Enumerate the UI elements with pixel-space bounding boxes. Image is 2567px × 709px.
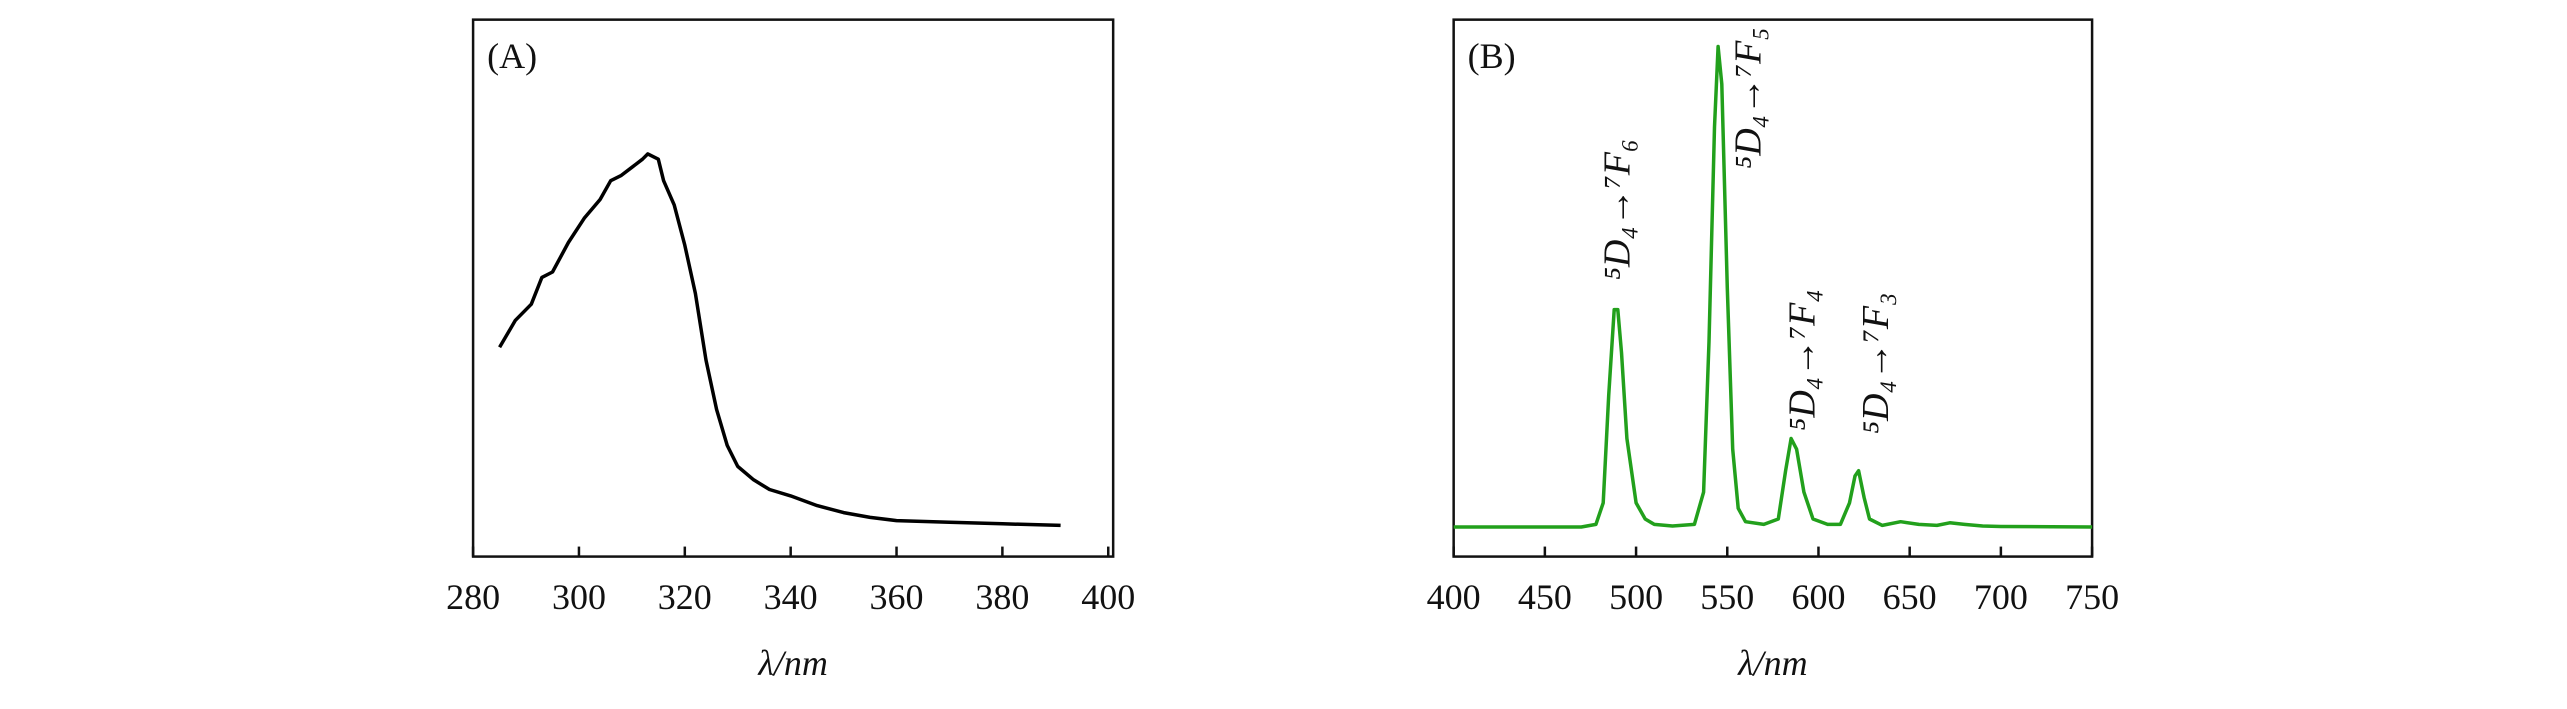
transition-label: ⁵D₄→⁷F₅	[1727, 27, 1769, 169]
x-tick-label: 550	[1700, 577, 1754, 617]
x-tick-label: 750	[2065, 577, 2119, 617]
x-tick-label: 320	[658, 577, 712, 617]
panel-label: (A)	[487, 36, 537, 76]
x-tick-label: 400	[1427, 577, 1481, 617]
x-tick-label: 450	[1518, 577, 1572, 617]
spectrum-line	[498, 152, 1061, 528]
x-tick-label: 700	[1974, 577, 2028, 617]
x-tick-label: 600	[1791, 577, 1845, 617]
x-tick-label: 280	[446, 577, 500, 617]
x-tick-label: 360	[870, 577, 924, 617]
plot-frame	[1452, 18, 2094, 558]
x-tick-label: 340	[764, 577, 818, 617]
x-tick-label: 650	[1883, 577, 1937, 617]
spectrum-line	[1453, 44, 2093, 529]
transition-label: ⁵D₄→⁷F₆	[1596, 139, 1638, 281]
x-axis-label: λ/nm	[757, 643, 828, 683]
transition-label: ⁵D₄→⁷F₄	[1781, 289, 1823, 431]
x-axis-label: λ/nm	[1737, 643, 1808, 683]
x-tick-label: 500	[1609, 577, 1663, 617]
x-tick-label: 400	[1081, 577, 1135, 617]
plot-frame	[471, 18, 1115, 558]
x-tick-label: 380	[975, 577, 1029, 617]
x-tick-label: 300	[552, 577, 606, 617]
panel-label: (B)	[1468, 36, 1516, 76]
transition-label: ⁵D₄→⁷F₃	[1855, 293, 1897, 435]
